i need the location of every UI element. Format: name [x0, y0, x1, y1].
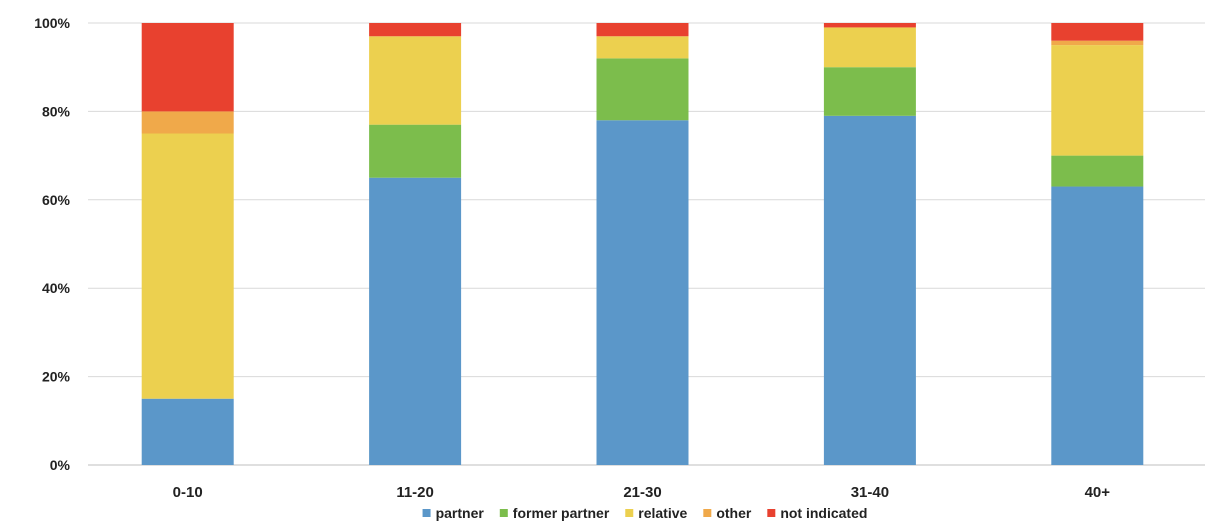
bar-segment-not-indicated [141, 23, 234, 112]
bar-segment-not-indicated [596, 23, 689, 37]
bar-segment-partner [1051, 186, 1144, 466]
bar-segment-former-partner [369, 124, 462, 178]
bar-segment-not-indicated [369, 23, 462, 37]
legend-item-partner: partner [422, 505, 485, 521]
legend-swatch [422, 509, 431, 517]
x-tick-label: 31-40 [851, 484, 889, 501]
x-tick-label: 11-20 [396, 484, 434, 501]
y-axis-ticks: 0% 20% 40% 60% 80% 100% [34, 15, 70, 473]
bar-stack-40+ [1051, 23, 1144, 466]
legend-label: partner [436, 505, 485, 521]
bar-stack-0-10 [141, 23, 234, 465]
x-tick-label: 21-30 [623, 484, 661, 501]
bar-segment-relative [596, 36, 689, 59]
bar-segment-relative [823, 27, 916, 68]
bar-segment-partner [596, 120, 689, 466]
legend-item-not-indicated: not indicated [767, 505, 867, 521]
bar-segment-other [141, 111, 234, 134]
x-tick-label: 40+ [1085, 484, 1111, 501]
legend-label: not indicated [780, 505, 867, 521]
bar-stack-21-30 [596, 23, 689, 466]
y-tick-label: 60% [42, 192, 71, 208]
bar-segment-relative [141, 133, 234, 399]
x-axis-ticks: 0-10 11-20 21-30 31-40 40+ [173, 484, 1111, 501]
y-tick-label: 0% [50, 457, 71, 473]
bar-segment-not-indicated [1051, 23, 1144, 41]
legend: partner former partner relative other not in… [422, 505, 867, 521]
legend-item-other: other [703, 505, 752, 521]
legend-item-relative: relative [625, 505, 688, 521]
bar-segment-relative [1051, 45, 1144, 156]
legend-item-former-partner: former partner [499, 505, 610, 521]
legend-swatch [625, 509, 634, 517]
legend-swatch [499, 509, 508, 517]
bar-segment-relative [369, 36, 462, 125]
y-tick-label: 20% [42, 369, 71, 385]
bar-segment-former-partner [596, 58, 689, 121]
legend-label: former partner [513, 505, 610, 521]
x-tick-label: 0-10 [173, 484, 203, 501]
bar-segment-partner [823, 115, 916, 465]
bar-segment-partner [369, 177, 462, 465]
bar-stack-31-40 [823, 23, 916, 465]
bar-segment-partner [141, 398, 234, 465]
legend-label: other [716, 505, 752, 521]
bar-segment-other [1051, 40, 1144, 46]
bar-segment-former-partner [1051, 155, 1144, 187]
y-tick-label: 100% [34, 15, 70, 31]
y-tick-label: 80% [42, 103, 71, 119]
bar-segment-not-indicated [823, 23, 916, 28]
bars [141, 23, 1144, 466]
bar-segment-former-partner [823, 67, 916, 116]
legend-label: relative [638, 505, 687, 521]
y-tick-label: 40% [42, 280, 71, 296]
legend-swatch [703, 509, 712, 517]
bar-stack-11-20 [369, 23, 462, 465]
legend-swatch [767, 509, 776, 517]
